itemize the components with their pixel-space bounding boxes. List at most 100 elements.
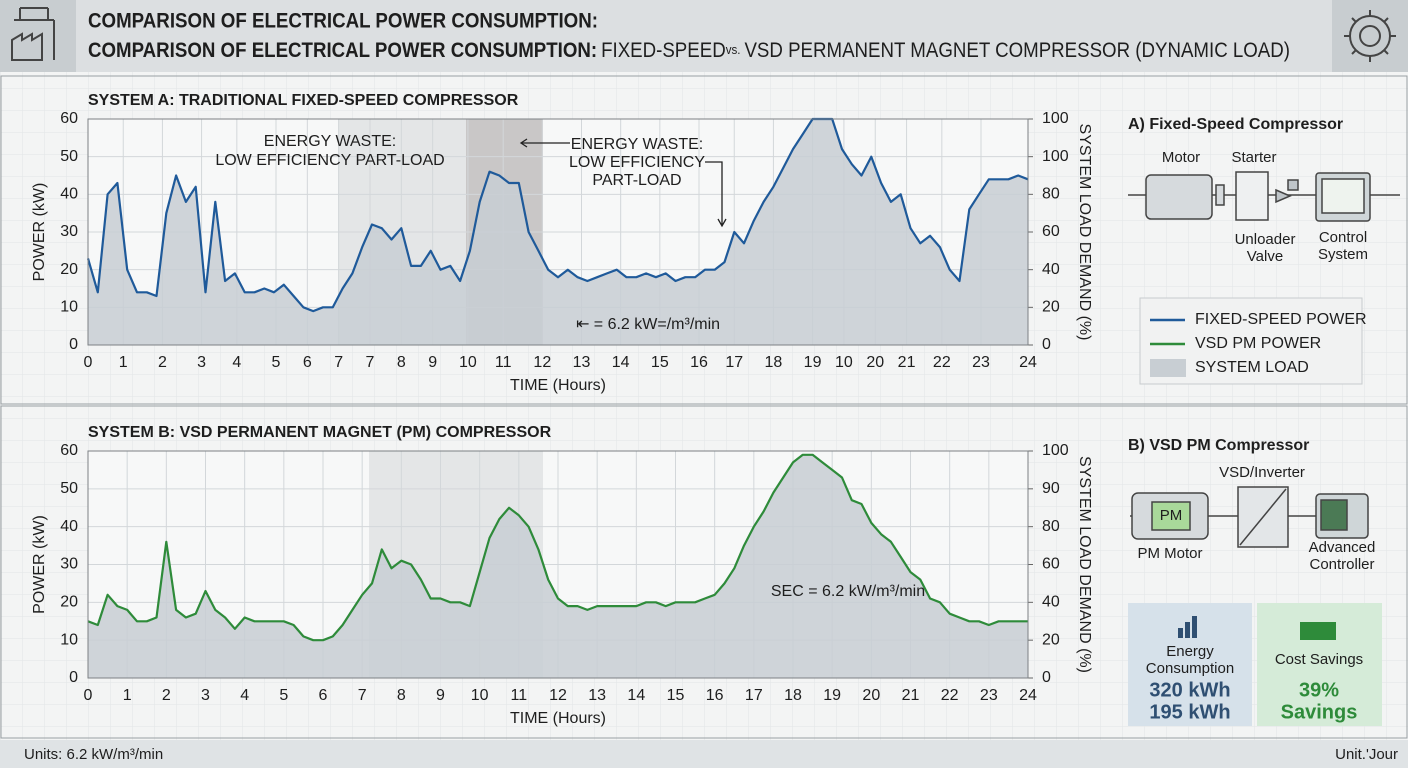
x-tick-label: 7 <box>366 354 375 371</box>
load-area <box>88 454 1028 678</box>
y-tick-label: 50 <box>60 148 78 165</box>
x-tick-label: 21 <box>902 687 920 704</box>
component-label: PM <box>1160 507 1183 524</box>
footer-text: Units: 6.2 kW/m³/min <box>24 746 163 763</box>
title-part: FIXED-SPEED <box>601 39 726 62</box>
title-part: COMPARISON OF ELECTRICAL POWER CONSUMPTI… <box>88 39 597 62</box>
annotation: PART-LOAD <box>592 172 681 189</box>
chart-title: SYSTEM A: TRADITIONAL FIXED-SPEED COMPRE… <box>88 92 519 109</box>
x-tick-label: 1 <box>119 354 128 371</box>
y2-tick-label: 60 <box>1042 223 1060 240</box>
panel-b <box>0 405 1408 739</box>
x-tick-label: 12 <box>549 687 567 704</box>
power-line <box>87 453 1028 642</box>
x-tick-label: 4 <box>240 687 249 704</box>
y-tick-label: 20 <box>60 594 78 611</box>
x-tick-label: 16 <box>706 687 724 704</box>
component-label: Unloader <box>1235 231 1296 248</box>
x-tick-label: 22 <box>933 354 951 371</box>
y2-tick-label: 80 <box>1042 518 1060 535</box>
x-tick-label: 9 <box>436 687 445 704</box>
legend: FIXED-SPEED POWER VSD PM POWER SYSTEM LOAD <box>1150 311 1367 377</box>
x-tick-label: 12 <box>533 354 551 371</box>
x-tick-label: 14 <box>627 687 645 704</box>
annotation: ⇤ = 6.2 kW=/m³/min <box>576 316 720 333</box>
legend-label: VSD PM POWER <box>1195 335 1321 352</box>
component-label: Advanced <box>1309 539 1376 556</box>
x-tick-label: 17 <box>725 354 743 371</box>
x-tick-label: 7 <box>334 354 343 371</box>
y-tick-label: 20 <box>60 261 78 278</box>
load-area <box>88 119 1028 345</box>
x-tick-label: 17 <box>745 687 763 704</box>
x-tick-label: 18 <box>784 687 802 704</box>
x-tick-label: 10 <box>835 354 853 371</box>
header-band <box>0 0 1408 72</box>
legend-swatch <box>1150 359 1186 377</box>
y-tick-label: 60 <box>60 110 78 127</box>
y2-axis-title: SYSTEM LOAD DEMAND (%) <box>1076 456 1093 673</box>
money-icon <box>1300 622 1336 640</box>
y2-tick-label: 90 <box>1042 480 1060 497</box>
y2-tick-label: 100 <box>1042 148 1069 165</box>
y2-tick-label: 20 <box>1042 631 1060 648</box>
annotation: SEC = 6.2 kW/m³/min <box>771 583 925 600</box>
x-tick-label: 15 <box>651 354 669 371</box>
component-label: System <box>1318 246 1368 263</box>
component-label: Control <box>1319 229 1367 246</box>
x-tick-label: 8 <box>397 687 406 704</box>
panel-a <box>0 75 1408 405</box>
card-label: Consumption <box>1146 660 1234 677</box>
title-part: VSD PERMANENT MAGNET COMPRESSOR (DYNAMIC… <box>744 39 1290 62</box>
x-tick-label: 23 <box>972 354 990 371</box>
bar-icon <box>1178 616 1197 638</box>
y2-tick-label: 0 <box>1042 336 1051 353</box>
x-tick-label: 24 <box>1019 354 1037 371</box>
y2-tick-label: 80 <box>1042 186 1060 203</box>
fixed-speed-diagram <box>1128 171 1400 222</box>
y2-tick-label: 0 <box>1042 669 1051 686</box>
x-tick-label: 22 <box>941 687 959 704</box>
annotation: LOW EFFICIENCY PART-LOAD <box>215 152 444 169</box>
side-title: A) Fixed-Speed Compressor <box>1128 116 1343 133</box>
x-tick-label: 8 <box>397 354 406 371</box>
x-tick-label: 23 <box>980 687 998 704</box>
side-title: B) VSD PM Compressor <box>1128 437 1309 454</box>
x-tick-label: 21 <box>898 354 916 371</box>
card-value: Savings <box>1281 701 1358 723</box>
x-tick-label: 1 <box>123 687 132 704</box>
x-tick-label: 0 <box>84 354 93 371</box>
power-line <box>86 117 1029 313</box>
x-tick-label: 4 <box>232 354 241 371</box>
footer-text: Unit.'Jour <box>1335 746 1398 763</box>
y-axis-title: POWER (kW) <box>31 183 48 282</box>
x-tick-label: 10 <box>471 687 489 704</box>
legend-label: SYSTEM LOAD <box>1195 359 1309 376</box>
annotation: LOW EFFICIENCY <box>569 154 705 171</box>
x-tick-label: 24 <box>1019 687 1037 704</box>
y-tick-label: 40 <box>60 518 78 535</box>
x-tick-label: 5 <box>272 354 281 371</box>
annotation-arrow <box>519 138 570 148</box>
annotation: ENERGY WASTE: <box>571 136 703 153</box>
component-label: Controller <box>1309 556 1374 573</box>
x-tick-label: 19 <box>823 687 841 704</box>
y-tick-label: 10 <box>60 299 78 316</box>
y-tick-label: 0 <box>69 336 78 353</box>
gear-icon <box>1344 10 1396 62</box>
x-tick-label: 9 <box>428 354 437 371</box>
component-label: Starter <box>1231 149 1276 166</box>
y2-tick-label: 20 <box>1042 299 1060 316</box>
x-tick-label: 20 <box>866 354 884 371</box>
x-tick-label: 16 <box>690 354 708 371</box>
x-tick-label: 10 <box>459 354 477 371</box>
x-tick-label: 19 <box>804 354 822 371</box>
x-tick-label: 2 <box>162 687 171 704</box>
footer-band <box>0 740 1408 768</box>
card-value: 320 kWh <box>1149 679 1230 701</box>
